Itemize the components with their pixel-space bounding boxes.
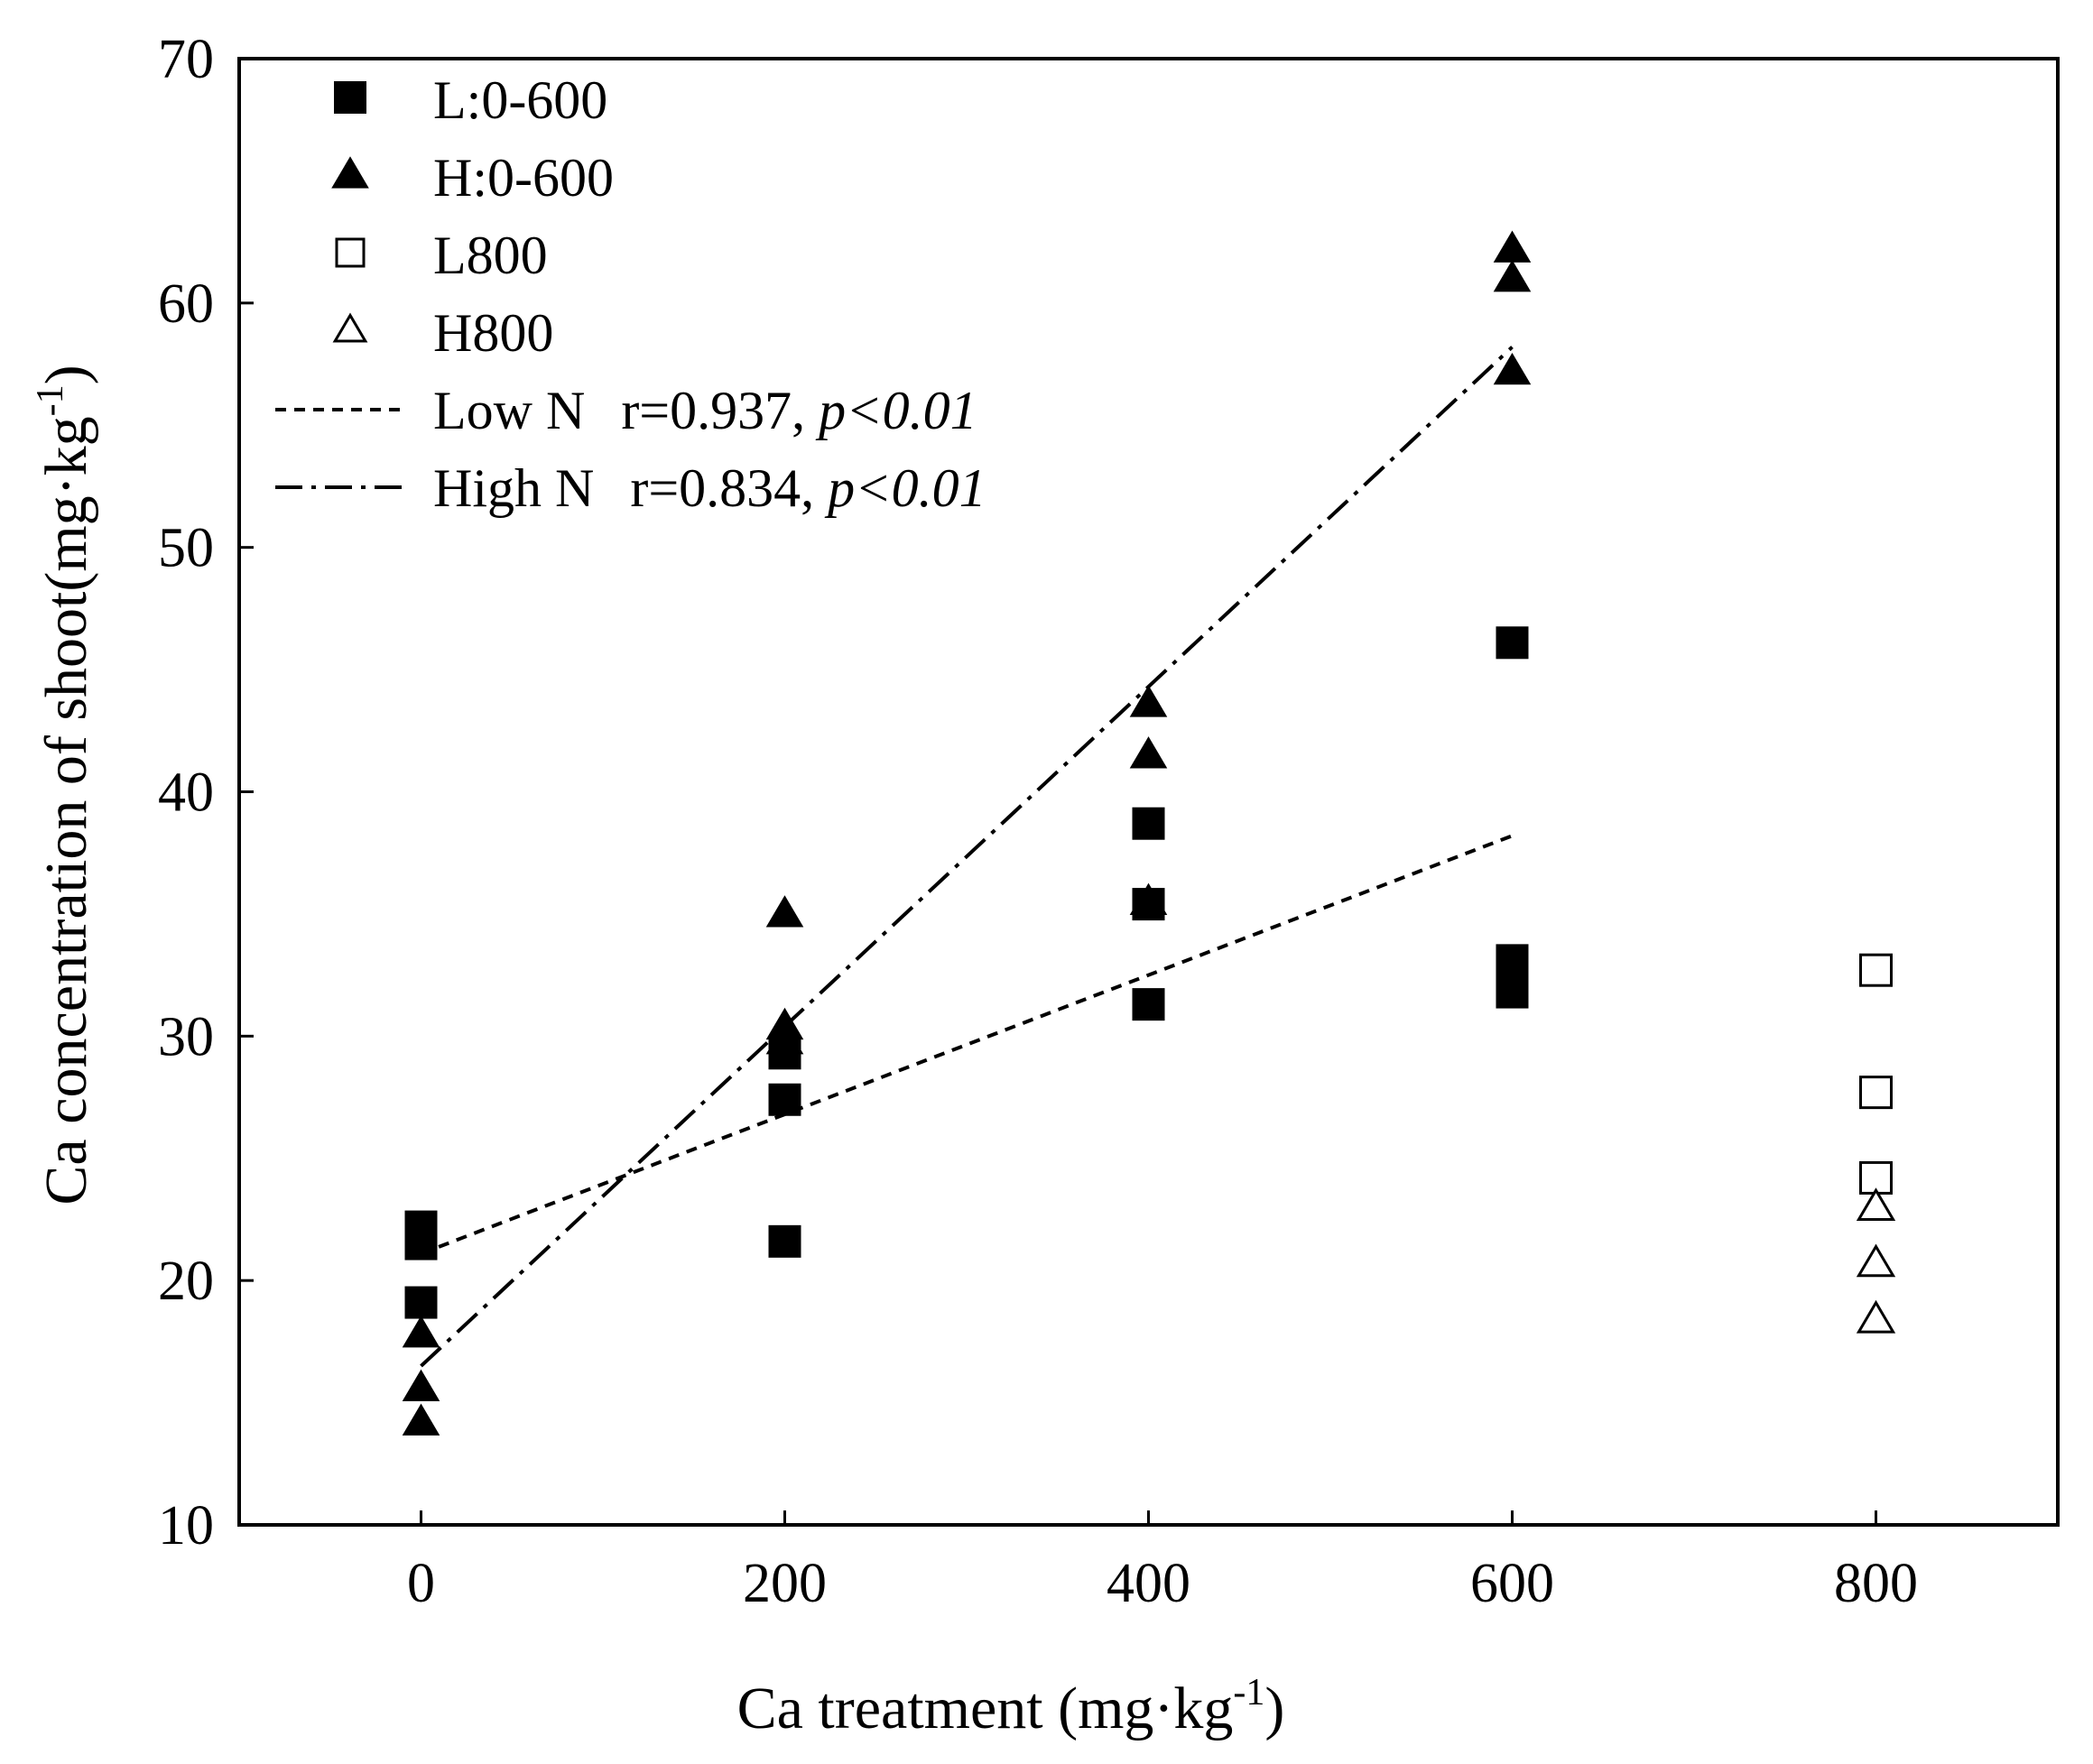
legend-label-low-n: Low N r=0.937, p<0.01: [433, 381, 977, 440]
y-tick-label: 50: [158, 518, 214, 579]
x-tick-label: 800: [1834, 1553, 1918, 1614]
x-axis-title-main: Ca treatment (mg·kg: [737, 1676, 1234, 1741]
point-h-0-600: [402, 1316, 440, 1348]
point-l-0-600: [1496, 626, 1529, 660]
point-l-0-600: [1496, 944, 1529, 977]
legend-fit-name: High N: [433, 458, 594, 518]
x-tick-label: 400: [1107, 1553, 1190, 1614]
legend-label-l-0-600: L:0-600: [433, 70, 607, 130]
point-l-0-600: [768, 1224, 801, 1258]
point-l-0-600: [404, 1217, 438, 1251]
point-h-0-600: [765, 895, 804, 928]
legend-fit-name: Low N: [433, 381, 585, 440]
x-axis-title: Ca treatment (mg·kg-1): [737, 1672, 1285, 1741]
legend-marker-l-0-600: [334, 81, 366, 114]
y-tick-label: 60: [158, 273, 214, 335]
point-h-0-600: [765, 1022, 804, 1055]
legend-label-h-0-600: H:0-600: [433, 148, 614, 208]
y-axis-title: Ca concentration of shoot(mg·kg-1): [30, 365, 99, 1205]
y-tick-label: 10: [158, 1495, 214, 1556]
x-tick-label: 0: [407, 1553, 435, 1614]
legend-marker-h800: [332, 312, 368, 343]
legend: L:0-600 H:0-600 L800 H800 Low N r=0.937, p<0.…: [275, 70, 986, 518]
data-points: [402, 230, 1896, 1436]
y-axis-title-end: ): [33, 365, 99, 384]
legend-fit-p: p<0.01: [815, 381, 977, 440]
x-tick-label: 200: [743, 1553, 827, 1614]
y-axis-title-main: Ca concentration of shoot(mg·kg: [33, 416, 99, 1205]
point-h-0-600: [1129, 736, 1168, 769]
legend-marker-l800: [335, 237, 366, 268]
point-h-0-600: [1493, 352, 1532, 385]
y-tick-label: 30: [158, 1006, 214, 1067]
x-axis-title-sup: -1: [1233, 1672, 1264, 1713]
point-h-0-600: [1129, 882, 1168, 915]
y-tick-label: 70: [158, 29, 214, 90]
point-l-0-600: [1132, 988, 1165, 1021]
point-h-0-600: [1129, 685, 1168, 717]
legend-marker-h-0-600: [331, 156, 369, 189]
y-tick-label: 20: [158, 1251, 214, 1312]
point-l800: [1859, 1076, 1893, 1110]
legend-fit-r: r=0.937,: [621, 381, 819, 440]
fit-lines: [420, 346, 1514, 1368]
fit-line-low-n: [420, 834, 1514, 1256]
y-tick-label: 40: [158, 762, 214, 824]
x-tick-label: 600: [1470, 1553, 1554, 1614]
fit-line-high-n: [420, 346, 1514, 1368]
point-h-0-600: [402, 1403, 440, 1436]
legend-label-high-n: High N r=0.834, p<0.01: [433, 458, 986, 518]
y-axis-title-sup: -1: [30, 384, 71, 416]
point-h-0-600: [1493, 260, 1532, 292]
point-h800: [1856, 1299, 1896, 1334]
point-h-0-600: [402, 1369, 440, 1401]
legend-label-h800: H800: [433, 303, 553, 363]
point-l-0-600: [1496, 975, 1529, 1009]
point-l-0-600: [404, 1286, 438, 1319]
axis-ticks: 0 200 400 600 800 10 20 30 40 50 60 70: [158, 29, 1918, 1614]
point-h800: [1856, 1187, 1896, 1221]
legend-fit-p: p<0.01: [824, 458, 986, 518]
point-l-0-600: [768, 1083, 801, 1116]
point-h800: [1856, 1243, 1896, 1278]
x-axis-title-end: ): [1264, 1676, 1284, 1741]
legend-label-l800: L800: [433, 226, 548, 285]
point-l800: [1859, 953, 1893, 987]
point-l-0-600: [1132, 807, 1165, 840]
legend-fit-r: r=0.834,: [630, 458, 828, 518]
